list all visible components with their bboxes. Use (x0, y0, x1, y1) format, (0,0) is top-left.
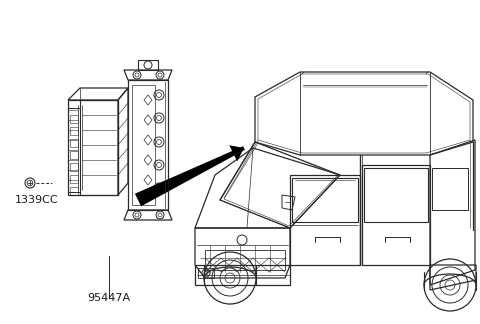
Polygon shape (229, 145, 244, 161)
Text: 1339CC: 1339CC (15, 195, 59, 205)
Text: 95447A: 95447A (87, 293, 131, 303)
Polygon shape (135, 146, 245, 206)
